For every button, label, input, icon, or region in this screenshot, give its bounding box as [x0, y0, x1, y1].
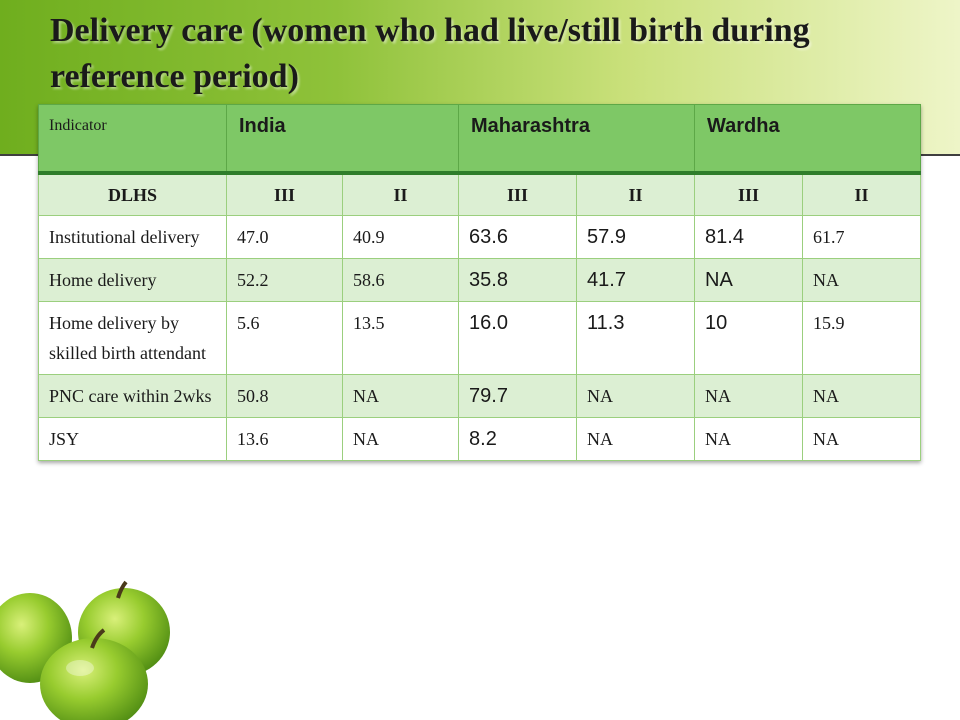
india-header: India [225, 104, 460, 175]
table-cell: NA [694, 417, 804, 461]
round-header: II [341, 172, 460, 216]
table-cell: 40.9 [341, 215, 460, 259]
dlhs-header: DLHS [38, 172, 227, 216]
round-header: III [458, 172, 578, 216]
table-header-row: Indicator India Maharashtra Wardha [38, 104, 922, 175]
table-cell: NA [802, 258, 922, 302]
row-label: Institutional delivery [38, 215, 227, 259]
table-cell: 16.0 [458, 301, 578, 375]
table-cell: 57.9 [576, 215, 696, 259]
table-subheader-row: DLHS III II III II III II [38, 172, 922, 216]
slide-title: Delivery care (women who had live/still … [50, 12, 810, 95]
round-header: II [576, 172, 696, 216]
table-cell: NA [341, 417, 460, 461]
table-cell: 35.8 [458, 258, 578, 302]
table-cell: 5.6 [226, 301, 343, 375]
table-cell: 58.6 [341, 258, 460, 302]
table-row: Institutional delivery 47.0 40.9 63.6 57… [38, 215, 922, 259]
table-cell: NA [341, 374, 460, 418]
table-cell: 50.8 [226, 374, 343, 418]
table-cell: 81.4 [694, 215, 804, 259]
maharashtra-header: Maharashtra [458, 104, 696, 175]
table-row: PNC care within 2wks 50.8 NA 79.7 NA NA … [38, 374, 922, 418]
green-apples-icon [0, 580, 170, 720]
table-cell: 13.5 [341, 301, 460, 375]
table-cell: 11.3 [576, 301, 696, 375]
row-label: JSY [38, 417, 227, 461]
table-cell: 79.7 [458, 374, 578, 418]
table-row: JSY 13.6 NA 8.2 NA NA NA [38, 417, 922, 461]
table-row: Home delivery 52.2 58.6 35.8 41.7 NA NA [38, 258, 922, 302]
round-header: II [802, 172, 922, 216]
table-cell: 61.7 [802, 215, 922, 259]
round-header: III [226, 172, 343, 216]
table-cell: 63.6 [458, 215, 578, 259]
table-cell: 10 [694, 301, 804, 375]
table-row: Home delivery by skilled birth attendant… [38, 301, 922, 375]
table-cell: NA [694, 374, 804, 418]
table-cell: NA [694, 258, 804, 302]
table-cell: 8.2 [458, 417, 578, 461]
table-cell: 47.0 [226, 215, 343, 259]
table-cell: 13.6 [226, 417, 343, 461]
indicator-header: Indicator [38, 104, 227, 175]
table-cell: NA [576, 374, 696, 418]
table-cell: 52.2 [226, 258, 343, 302]
round-header: III [694, 172, 804, 216]
delivery-care-table: Indicator India Maharashtra Wardha DLHS … [38, 104, 922, 461]
table-cell: NA [576, 417, 696, 461]
wardha-header: Wardha [694, 104, 922, 175]
row-label: Home delivery [38, 258, 227, 302]
table-cell: NA [802, 417, 922, 461]
table-cell: NA [802, 374, 922, 418]
table-cell: 15.9 [802, 301, 922, 375]
row-label: Home delivery by skilled birth attendant [38, 301, 227, 375]
row-label: PNC care within 2wks [38, 374, 227, 418]
table-cell: 41.7 [576, 258, 696, 302]
